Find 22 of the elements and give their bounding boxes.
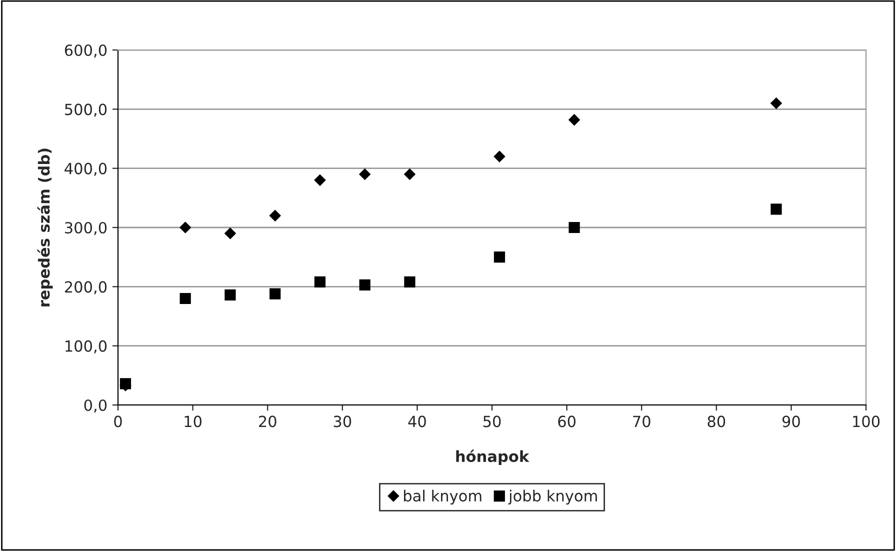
y-tick-label: 600,0 [64, 44, 107, 58]
x-tick-label: 80 [708, 416, 726, 428]
y-tick-label: 0,0 [84, 399, 107, 413]
x-tick-label: 50 [483, 416, 501, 428]
y-tick-label: 500,0 [65, 104, 107, 117]
y-tick-label: 200,0 [64, 281, 107, 294]
y-tick-label: 300,0 [65, 222, 107, 236]
x-tick-label: 70 [633, 416, 650, 428]
x-tick-label: 60 [558, 416, 576, 428]
x-tick-label: 30 [334, 416, 352, 428]
x-tick-label: 100 [853, 416, 880, 428]
x-tick-label: 0 [114, 416, 122, 428]
x-tick-label: 10 [184, 416, 202, 428]
y-tick-label: 100,0 [66, 340, 107, 354]
y-tick-label: 400,0 [64, 162, 107, 176]
x-tick-label: 40 [408, 416, 426, 428]
legend-label: jobb knyom [508, 490, 597, 505]
x-tick-label: 20 [259, 416, 276, 428]
x-axis-title: hónapok [456, 450, 530, 466]
y-axis-title: repedés szám (db) [37, 148, 53, 306]
legend-label: bal knyom [404, 490, 482, 505]
x-tick-label: 90 [782, 416, 800, 428]
